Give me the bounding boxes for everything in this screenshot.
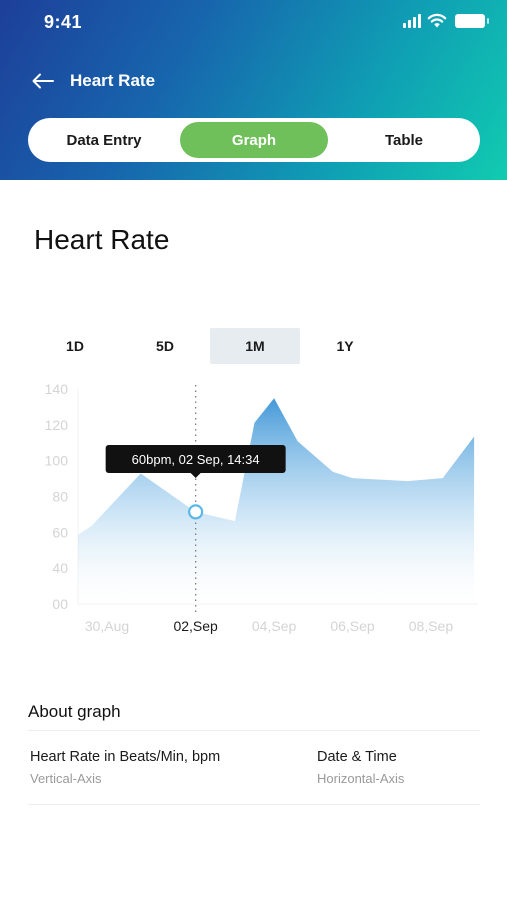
range-tab-5d[interactable]: 5D <box>156 338 174 354</box>
horizontal-axis-sub: Horizontal-Axis <box>317 771 405 786</box>
status-bar: 9:41 <box>0 0 507 44</box>
y-tick-label: 40 <box>52 560 68 576</box>
cellular-signal-icon <box>403 13 421 28</box>
status-icons <box>403 13 489 28</box>
heart-rate-area <box>78 398 475 604</box>
tooltip-tail <box>190 473 201 478</box>
tooltip-text: 60bpm, 02 Sep, 14:34 <box>132 452 260 467</box>
x-tick-label: 04,Sep <box>252 618 297 634</box>
x-tick-label: 02,Sep <box>173 618 218 634</box>
divider-bottom <box>28 804 480 805</box>
y-tick-label: 80 <box>52 489 68 505</box>
wifi-icon <box>427 13 447 28</box>
y-tick-label: 00 <box>52 596 68 612</box>
battery-icon <box>455 13 489 28</box>
vertical-axis-label: Heart Rate in Beats/Min, bpm <box>30 749 221 765</box>
view-switcher: Data Entry Graph Table <box>28 118 480 162</box>
divider-top <box>28 730 480 731</box>
segment-table[interactable]: Table <box>384 131 424 149</box>
range-tabs: 1D 5D 1M 1Y <box>30 328 390 364</box>
x-tick-label: 06,Sep <box>330 618 375 634</box>
nav-bar: Heart Rate <box>30 68 155 94</box>
vertical-axis-sub: Vertical-Axis <box>30 771 102 786</box>
nav-title: Heart Rate <box>70 71 156 90</box>
status-time: 9:41 <box>44 12 83 32</box>
back-arrow-icon[interactable] <box>30 68 56 94</box>
range-tab-1m[interactable]: 1M <box>210 328 300 364</box>
y-tick-label: 120 <box>45 417 69 433</box>
tooltip: 60bpm, 02 Sep, 14:34 <box>105 445 286 478</box>
y-tick-label: 100 <box>45 453 69 469</box>
y-tick-label: 60 <box>52 524 68 540</box>
heart-rate-chart[interactable]: 140 120 100 80 60 40 00 30,Aug 02,Sep 04,Sep 06,S… <box>0 372 507 642</box>
header: 9:41 Heart Rate Data Entry Graph Table <box>0 0 507 180</box>
vertical-axis-info: Heart Rate in Beats/Min, bpm Vertical-Ax… <box>30 749 220 786</box>
segment-graph[interactable]: Graph <box>180 122 328 158</box>
page-title: Heart Rate <box>34 224 170 255</box>
horizontal-axis-label: Date & Time <box>317 749 397 765</box>
range-tab-1y[interactable]: 1Y <box>336 338 354 354</box>
horizontal-axis-info: Date & Time Horizontal-Axis <box>317 749 404 786</box>
tooltip-background <box>105 445 286 473</box>
about-graph-title: About graph <box>28 702 121 721</box>
chart-svg: 140 120 100 80 60 40 00 30,Aug 02,Sep 04,Sep 06,S… <box>45 381 478 634</box>
y-tick-label: 140 <box>45 381 69 397</box>
segment-data-entry[interactable]: Data Entry <box>66 131 142 149</box>
range-tab-1d[interactable]: 1D <box>66 338 84 354</box>
selected-point-marker[interactable] <box>188 504 204 520</box>
x-tick-label: 30,Aug <box>85 618 129 634</box>
x-tick-label: 08,Sep <box>409 618 454 634</box>
